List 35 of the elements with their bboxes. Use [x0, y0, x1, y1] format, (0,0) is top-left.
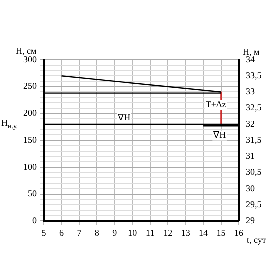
y2-axis-title: H, м — [243, 46, 260, 57]
x-tick-label: 8 — [94, 228, 100, 238]
y2-tick-label: 33,5 — [246, 70, 262, 80]
y-tick-label: 150 — [24, 134, 38, 145]
y-tick-label: 50 — [28, 188, 38, 199]
y2-tick-label: 30 — [246, 183, 256, 194]
x-tick-label: 13 — [181, 228, 191, 238]
y-axis-title: H, см — [16, 46, 37, 56]
x-tick-label: 10 — [128, 228, 138, 238]
x-tick-label: 7 — [77, 228, 82, 238]
x-tick-label: 12 — [164, 228, 173, 238]
x-axis-title: t, сут — [247, 235, 266, 246]
y-tick-label: 100 — [24, 162, 38, 172]
y-tick-label: 0 — [32, 216, 38, 226]
x-tick-label: 11 — [146, 228, 155, 238]
x-tick-label: 5 — [42, 228, 47, 238]
annotation: T+Δz — [206, 99, 226, 110]
y2-tick-label: 31,5 — [246, 134, 262, 145]
y2-tick-label: 32 — [246, 118, 255, 129]
y-tick-label: 300 — [24, 54, 38, 64]
x-tick-label: 16 — [234, 228, 244, 238]
y2-tick-label: 29 — [246, 216, 256, 226]
x-tick-label: 6 — [59, 228, 64, 238]
y-tick-label: 200 — [24, 108, 38, 118]
x-tick-label: 14 — [199, 228, 209, 238]
x-tick-label: 15 — [216, 228, 226, 238]
y2-tick-label: 30,5 — [246, 167, 262, 178]
annotation: ∇H — [212, 130, 227, 140]
x-tick-label: 9 — [112, 228, 118, 238]
y2-tick-label: 33 — [246, 86, 256, 97]
y2-tick-label: 31 — [246, 151, 255, 162]
y-tick-label: 250 — [24, 81, 38, 92]
y2-tick-label: 29,5 — [246, 199, 262, 210]
y2-tick-label: 32,5 — [246, 102, 262, 113]
annotation: ∇H — [117, 112, 132, 122]
